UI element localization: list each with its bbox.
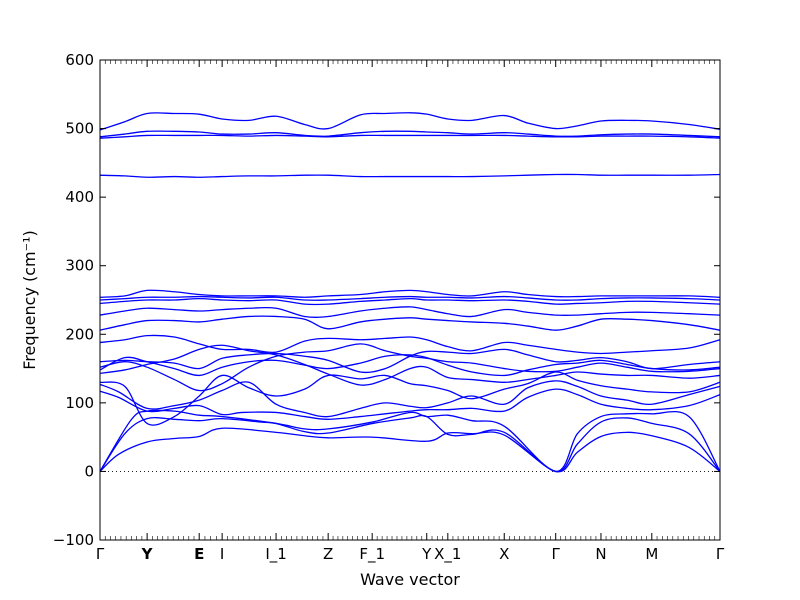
y-tick-label: 300 [65, 257, 94, 275]
y-axis-label: Frequency (cm⁻¹) [20, 230, 39, 369]
phonon-branches [99, 112, 721, 473]
x-tick-label: I_1 [265, 545, 286, 564]
branch-line-18 [99, 134, 721, 139]
x-tick-label: Y [141, 545, 154, 563]
x-tick-label: I [220, 545, 224, 563]
x-tick-label: X [499, 545, 509, 563]
y-tick-label: 100 [65, 394, 94, 412]
branch-line-11 [99, 334, 721, 355]
x-axis-label: Wave vector [360, 570, 460, 589]
branch-line-6 [99, 371, 721, 426]
branch-line-4 [99, 388, 721, 420]
x-axis-ticks: Γ Y E I I_1 Z F_1 Y X_1 X Γ N M Γ [96, 60, 725, 564]
branch-line-1 [99, 427, 721, 473]
x-tick-label: F_1 [359, 545, 385, 564]
branch-line-10 [99, 348, 721, 374]
branch-line-20 [99, 112, 721, 131]
branch-line-9 [99, 354, 721, 377]
y-tick-label: 600 [65, 51, 94, 69]
branch-line-15 [99, 295, 721, 301]
branch-line-16 [99, 289, 721, 298]
x-tick-label: N [595, 545, 606, 563]
branch-line-13 [99, 306, 721, 318]
branch-line-7 [99, 344, 721, 386]
x-tick-label: Γ [552, 545, 561, 563]
x-axis-minor-ticks [104, 60, 716, 540]
y-axis-ticks: −100 0 100 200 300 400 500 600 [53, 51, 720, 549]
branch-line-17 [99, 173, 721, 178]
branch-line-2 [99, 414, 721, 473]
y-tick-label: 0 [84, 462, 94, 480]
y-tick-label: 500 [65, 120, 94, 138]
branch-line-12 [99, 315, 721, 331]
y-tick-label: 400 [65, 188, 94, 206]
x-tick-label: Z [323, 545, 333, 563]
plot-area-frame [99, 59, 721, 541]
x-tick-label: M [645, 545, 658, 563]
x-tick-label: X_1 [434, 545, 461, 564]
x-tick-label: Γ [716, 545, 725, 563]
x-tick-label: Γ [96, 545, 105, 563]
y-tick-label: −100 [53, 531, 94, 549]
y-tick-label: 200 [65, 325, 94, 343]
branch-line-19 [99, 130, 721, 138]
branch-line-5 [99, 380, 721, 418]
branch-line-14 [99, 297, 721, 306]
branch-line-3 [99, 409, 721, 473]
x-tick-label: Y [421, 545, 432, 563]
x-tick-label: E [194, 545, 204, 563]
